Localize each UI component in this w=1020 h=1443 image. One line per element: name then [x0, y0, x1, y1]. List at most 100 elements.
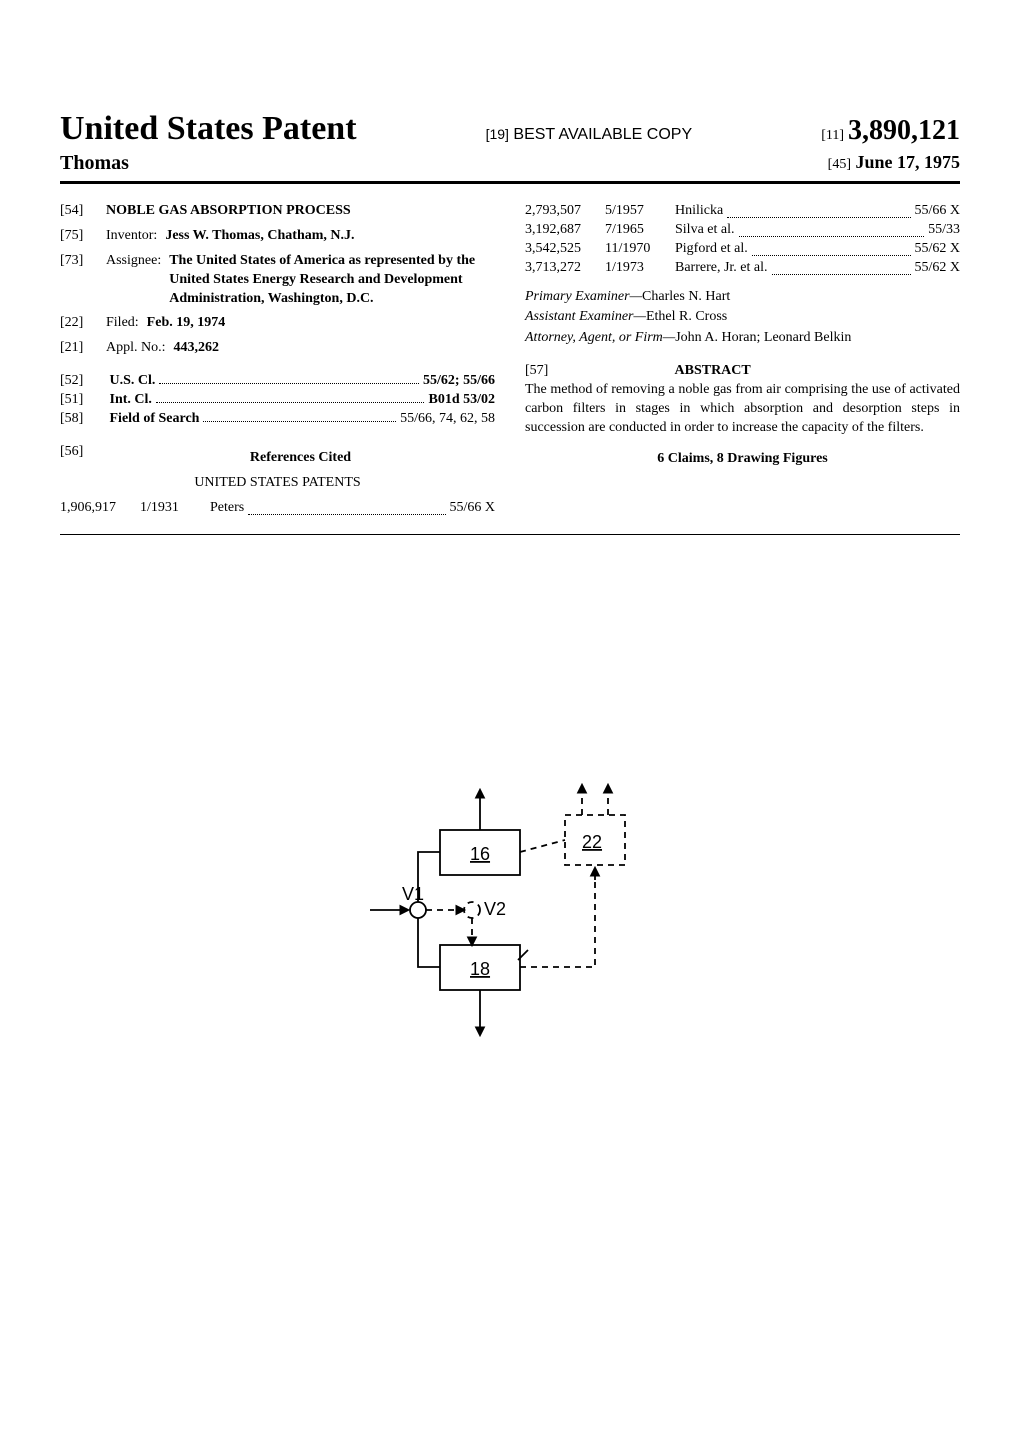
dotted-leader: [248, 499, 445, 515]
ref-class: 55/66 X: [915, 202, 961, 221]
issue-date: June 17, 1975: [855, 152, 960, 172]
code-58: [58]: [60, 410, 106, 429]
divider-heavy: [60, 181, 960, 184]
assignee-value: The United States of America as represen…: [169, 252, 495, 309]
ref-date: 7/1965: [605, 221, 675, 240]
assignee-label: Assignee:: [106, 252, 161, 309]
ref-class: 55/33: [928, 221, 960, 240]
ref-number: 2,793,507: [525, 202, 605, 221]
abstract-heading: ABSTRACT: [675, 363, 751, 378]
references-cited-heading: References Cited: [106, 449, 495, 468]
code-11: [11]: [821, 128, 844, 143]
appl-value: 443,262: [174, 339, 496, 358]
reference-row: 2,793,507 5/1957 Hnilicka 55/66 X: [525, 202, 960, 221]
primary-examiner-label: Primary Examiner—: [525, 289, 642, 304]
code-52: [52]: [60, 372, 106, 391]
appl-field: [21] Appl. No.: 443,262: [60, 339, 495, 358]
reference-row: 3,542,525 11/1970 Pigford et al.55/62 X: [525, 240, 960, 259]
filed-field: [22] Filed: Feb. 19, 1974: [60, 314, 495, 333]
ref-number: 3,192,687: [525, 221, 605, 240]
references-block: [56] References Cited UNITED STATES PATE…: [60, 443, 495, 518]
assistant-examiner-line: Assistant Examiner—Ethel R. Cross: [525, 308, 960, 327]
divider-thin: [60, 534, 960, 535]
dotted-leader: [159, 383, 419, 384]
ref-date: 5/1957: [605, 202, 675, 221]
code-54: [54]: [60, 202, 106, 221]
code-19: [19]: [486, 126, 509, 142]
ref-number: 3,542,525: [525, 240, 605, 259]
field-search-label: Field of Search: [110, 411, 200, 426]
ref-name: Barrere, Jr. et al.: [675, 259, 768, 278]
label-18: 18: [470, 959, 490, 979]
header-middle: [19] BEST AVAILABLE COPY: [486, 126, 693, 144]
dotted-leader: [752, 240, 911, 256]
patent-number: 3,890,121: [848, 115, 960, 146]
primary-examiner: Charles N. Hart: [642, 289, 730, 304]
best-available-copy: BEST AVAILABLE COPY: [513, 126, 692, 143]
abstract-heading-row: [57] ABSTRACT: [525, 362, 960, 381]
ref-name: Peters: [210, 499, 244, 518]
two-column-body: [54] NOBLE GAS ABSORPTION PROCESS [75] I…: [60, 202, 960, 518]
inventor-field: [75] Inventor: Jess W. Thomas, Chatham, …: [60, 227, 495, 246]
right-column: 2,793,507 5/1957 Hnilicka 55/66 X 3,192,6…: [525, 202, 960, 518]
issue-date-line: [45] June 17, 1975: [828, 152, 960, 175]
header-right: [11] 3,890,121: [821, 115, 960, 147]
code-56: [56]: [60, 443, 106, 474]
invention-title: NOBLE GAS ABSORPTION PROCESS: [106, 202, 495, 221]
code-75: [75]: [60, 227, 106, 246]
inventor-label: Inventor:: [106, 227, 157, 246]
class-row: [58] Field of Search 55/66, 74, 62, 58: [60, 410, 495, 429]
us-patents-subheading: UNITED STATES PATENTS: [60, 474, 495, 493]
claims-line: 6 Claims, 8 Drawing Figures: [525, 450, 960, 469]
patent-figure: 16 18 22 V1: [360, 760, 660, 1080]
ref-date: 1/1931: [140, 499, 210, 518]
dotted-leader: [203, 421, 396, 422]
patent-title: United States Patent: [60, 110, 357, 148]
assistant-examiner: Ethel R. Cross: [646, 309, 727, 324]
title-field: [54] NOBLE GAS ABSORPTION PROCESS: [60, 202, 495, 221]
subheader: Thomas [45] June 17, 1975: [60, 152, 960, 175]
label-v1: V1: [402, 884, 424, 904]
reference-row: 3,713,272 1/1973 Barrere, Jr. et al.55/6…: [525, 259, 960, 278]
dotted-leader: [727, 202, 910, 218]
code-22: [22]: [60, 314, 106, 333]
reference-row: 3,192,687 7/1965 Silva et al.55/33: [525, 221, 960, 240]
dotted-leader: [739, 221, 925, 237]
figure-svg: 16 18 22 V1: [360, 760, 660, 1080]
us-cl-value: 55/62; 55/66: [423, 372, 495, 391]
code-21: [21]: [60, 339, 106, 358]
ref-name: Pigford et al.: [675, 240, 748, 259]
assistant-examiner-label: Assistant Examiner—: [525, 309, 646, 324]
int-cl-label: Int. Cl.: [110, 392, 152, 407]
label-22: 22: [582, 832, 602, 852]
code-73: [73]: [60, 252, 106, 309]
reference-row: 1,906,917 1/1931 Peters 55/66 X: [60, 499, 495, 518]
inventor-surname: Thomas: [60, 152, 129, 175]
int-cl-value: B01d 53/02: [428, 391, 495, 410]
examiners-block: Primary Examiner—Charles N. Hart Assista…: [525, 288, 960, 349]
ref-name: Hnilicka: [675, 202, 723, 221]
class-row: [52] U.S. Cl. 55/62; 55/66: [60, 372, 495, 391]
filed-label: Filed:: [106, 314, 139, 333]
left-column: [54] NOBLE GAS ABSORPTION PROCESS [75] I…: [60, 202, 495, 518]
references-table-left: 1,906,917 1/1931 Peters 55/66 X: [60, 499, 495, 518]
attorney-value: John A. Horan; Leonard Belkin: [675, 330, 851, 345]
ref-class: 55/66 X: [450, 499, 496, 518]
ref-number: 3,713,272: [525, 259, 605, 278]
filed-value: Feb. 19, 1974: [147, 314, 495, 333]
dotted-leader: [156, 402, 425, 403]
references-table-right: 2,793,507 5/1957 Hnilicka 55/66 X 3,192,6…: [525, 202, 960, 278]
assignee-field: [73] Assignee: The United States of Amer…: [60, 252, 495, 309]
field-search-value: 55/66, 74, 62, 58: [400, 410, 495, 429]
ref-number: 1,906,917: [60, 499, 140, 518]
classification-block: [52] U.S. Cl. 55/62; 55/66 [51] Int. Cl.…: [60, 372, 495, 429]
code-45: [45]: [828, 157, 851, 172]
us-cl-label: U.S. Cl.: [110, 373, 156, 388]
dotted-leader: [772, 259, 911, 275]
patent-header: United States Patent [19] BEST AVAILABLE…: [60, 110, 960, 148]
code-51: [51]: [60, 391, 106, 410]
ref-class: 55/62 X: [915, 240, 961, 259]
label-v2: V2: [484, 899, 506, 919]
label-16: 16: [470, 844, 490, 864]
code-57: [57]: [525, 362, 571, 381]
